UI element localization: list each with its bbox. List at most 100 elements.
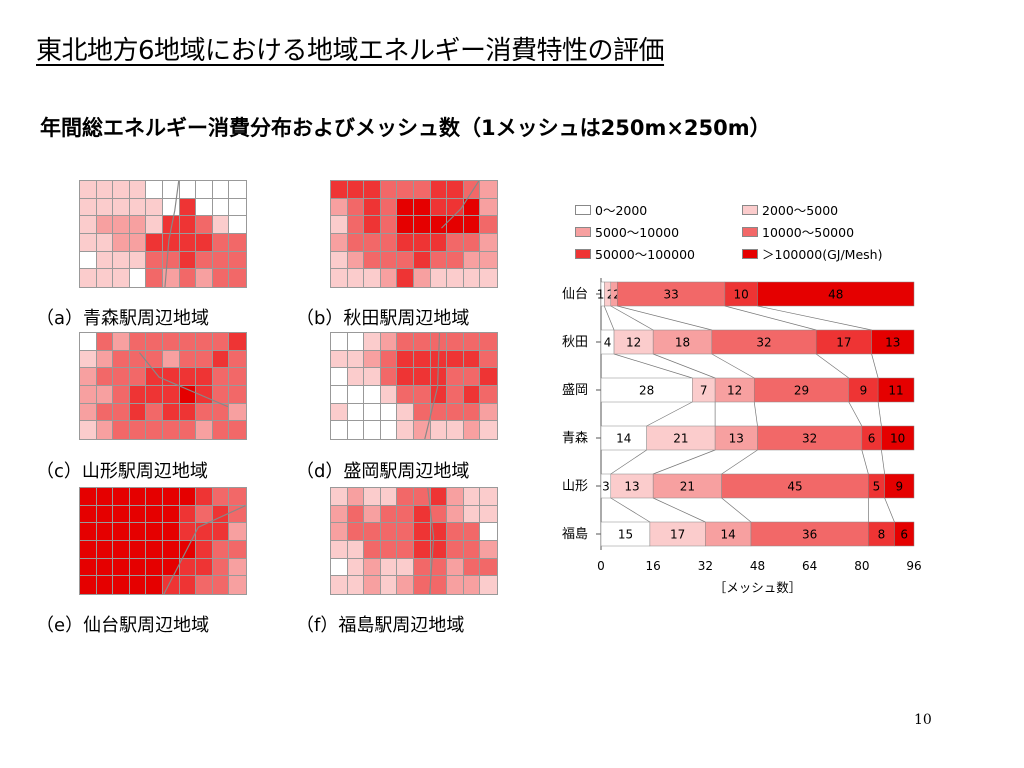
mesh-cell <box>447 368 464 386</box>
mesh-cell <box>80 523 97 541</box>
mesh-cell <box>229 216 246 234</box>
mesh-cell <box>414 403 431 422</box>
data-label: 9 <box>860 384 868 398</box>
x-tick-label: 32 <box>698 559 713 573</box>
mesh-cell <box>463 505 481 524</box>
mesh-cell <box>96 558 114 577</box>
mesh-cell <box>397 403 414 422</box>
mesh-cell <box>463 403 481 422</box>
mesh-cell <box>212 558 230 577</box>
legend-swatch <box>575 248 591 259</box>
mesh-cell <box>447 558 464 577</box>
mesh-cell <box>129 403 147 422</box>
connector-line <box>871 353 879 379</box>
mesh-cell <box>397 233 414 252</box>
legend-swatch <box>742 248 758 259</box>
mesh-cell <box>380 421 398 439</box>
mesh-cell <box>129 540 147 559</box>
mesh-cell <box>480 403 497 422</box>
bar-segment <box>877 377 915 403</box>
mesh-cell <box>163 505 180 524</box>
connector-line <box>610 449 647 475</box>
bar-segment <box>705 521 752 547</box>
bar-segment <box>815 329 872 355</box>
mesh-cell <box>347 333 365 351</box>
mesh-cell <box>430 368 448 386</box>
mesh-cell <box>212 421 230 439</box>
mesh-cell <box>80 540 97 559</box>
mesh-cell <box>447 505 464 524</box>
mesh-cell <box>163 181 180 199</box>
mesh-cell <box>447 181 464 199</box>
legend-label: 50000～100000 <box>595 247 695 262</box>
mesh-cell <box>113 251 130 270</box>
data-label: 45 <box>787 480 802 494</box>
x-tick-label: 80 <box>854 559 869 573</box>
map-caption-d: （d）盛岡駅周辺地域 <box>296 461 470 482</box>
legend-label: 5000～10000 <box>595 225 680 240</box>
x-tick-label: 16 <box>646 559 661 573</box>
mesh-cell <box>463 368 481 386</box>
mesh-cell <box>212 523 230 541</box>
mesh-cell <box>380 251 398 270</box>
category-label: 山形 <box>562 479 588 494</box>
connector-line <box>848 401 863 427</box>
mesh-cell <box>347 488 365 506</box>
mesh-cell <box>229 251 246 270</box>
mesh-cell <box>146 251 163 270</box>
connector-line <box>881 449 886 475</box>
mesh-cell <box>196 269 213 287</box>
mesh-cell <box>129 333 147 351</box>
mesh-cell <box>212 540 230 559</box>
mesh-cell <box>364 251 381 270</box>
mesh-cell <box>80 385 97 404</box>
mesh-cell <box>364 368 381 386</box>
mesh-cell <box>331 251 348 270</box>
mesh-cell <box>447 540 464 559</box>
mesh-cell <box>113 558 130 577</box>
mesh-cell <box>480 576 497 594</box>
data-label: 14 <box>721 528 736 542</box>
mesh-cell <box>96 488 114 506</box>
connector-line <box>884 497 895 523</box>
data-label: 13 <box>729 432 744 446</box>
mesh-cell <box>397 558 414 577</box>
mesh-cell <box>163 216 180 234</box>
mesh-cell <box>96 233 114 252</box>
mesh-cell <box>397 333 414 351</box>
mesh-cell <box>331 216 348 234</box>
mesh-cell <box>80 181 97 199</box>
mesh-cell <box>463 333 481 351</box>
mesh-cell <box>80 233 97 252</box>
mesh-cell <box>331 233 348 252</box>
mesh-cell <box>163 333 180 351</box>
mesh-cell <box>414 216 431 234</box>
mesh-cell <box>163 576 180 594</box>
mesh-cell <box>196 505 213 524</box>
data-label: 5 <box>873 480 881 494</box>
page-number: 10 <box>914 712 932 728</box>
mesh-cell <box>397 368 414 386</box>
mesh-cell <box>212 350 230 369</box>
mesh-cell <box>364 385 381 404</box>
mesh-cell <box>347 576 365 594</box>
mesh-cell <box>364 523 381 541</box>
bar-segment <box>750 521 869 547</box>
mesh-cell <box>113 368 130 386</box>
mesh-cell <box>196 576 213 594</box>
mesh-cell <box>146 421 163 439</box>
mesh-cell <box>447 523 464 541</box>
mesh-cell <box>397 350 414 369</box>
data-label: 4 <box>604 336 612 350</box>
mesh-cell <box>129 523 147 541</box>
mesh-cell <box>129 558 147 577</box>
mesh-cell <box>414 576 431 594</box>
mesh-cell <box>129 251 147 270</box>
mesh-cell <box>364 505 381 524</box>
mesh-cell <box>163 385 180 404</box>
mesh-cell <box>447 198 464 217</box>
mesh-cell <box>331 385 348 404</box>
mesh-cell <box>96 251 114 270</box>
mesh-cell <box>331 350 348 369</box>
